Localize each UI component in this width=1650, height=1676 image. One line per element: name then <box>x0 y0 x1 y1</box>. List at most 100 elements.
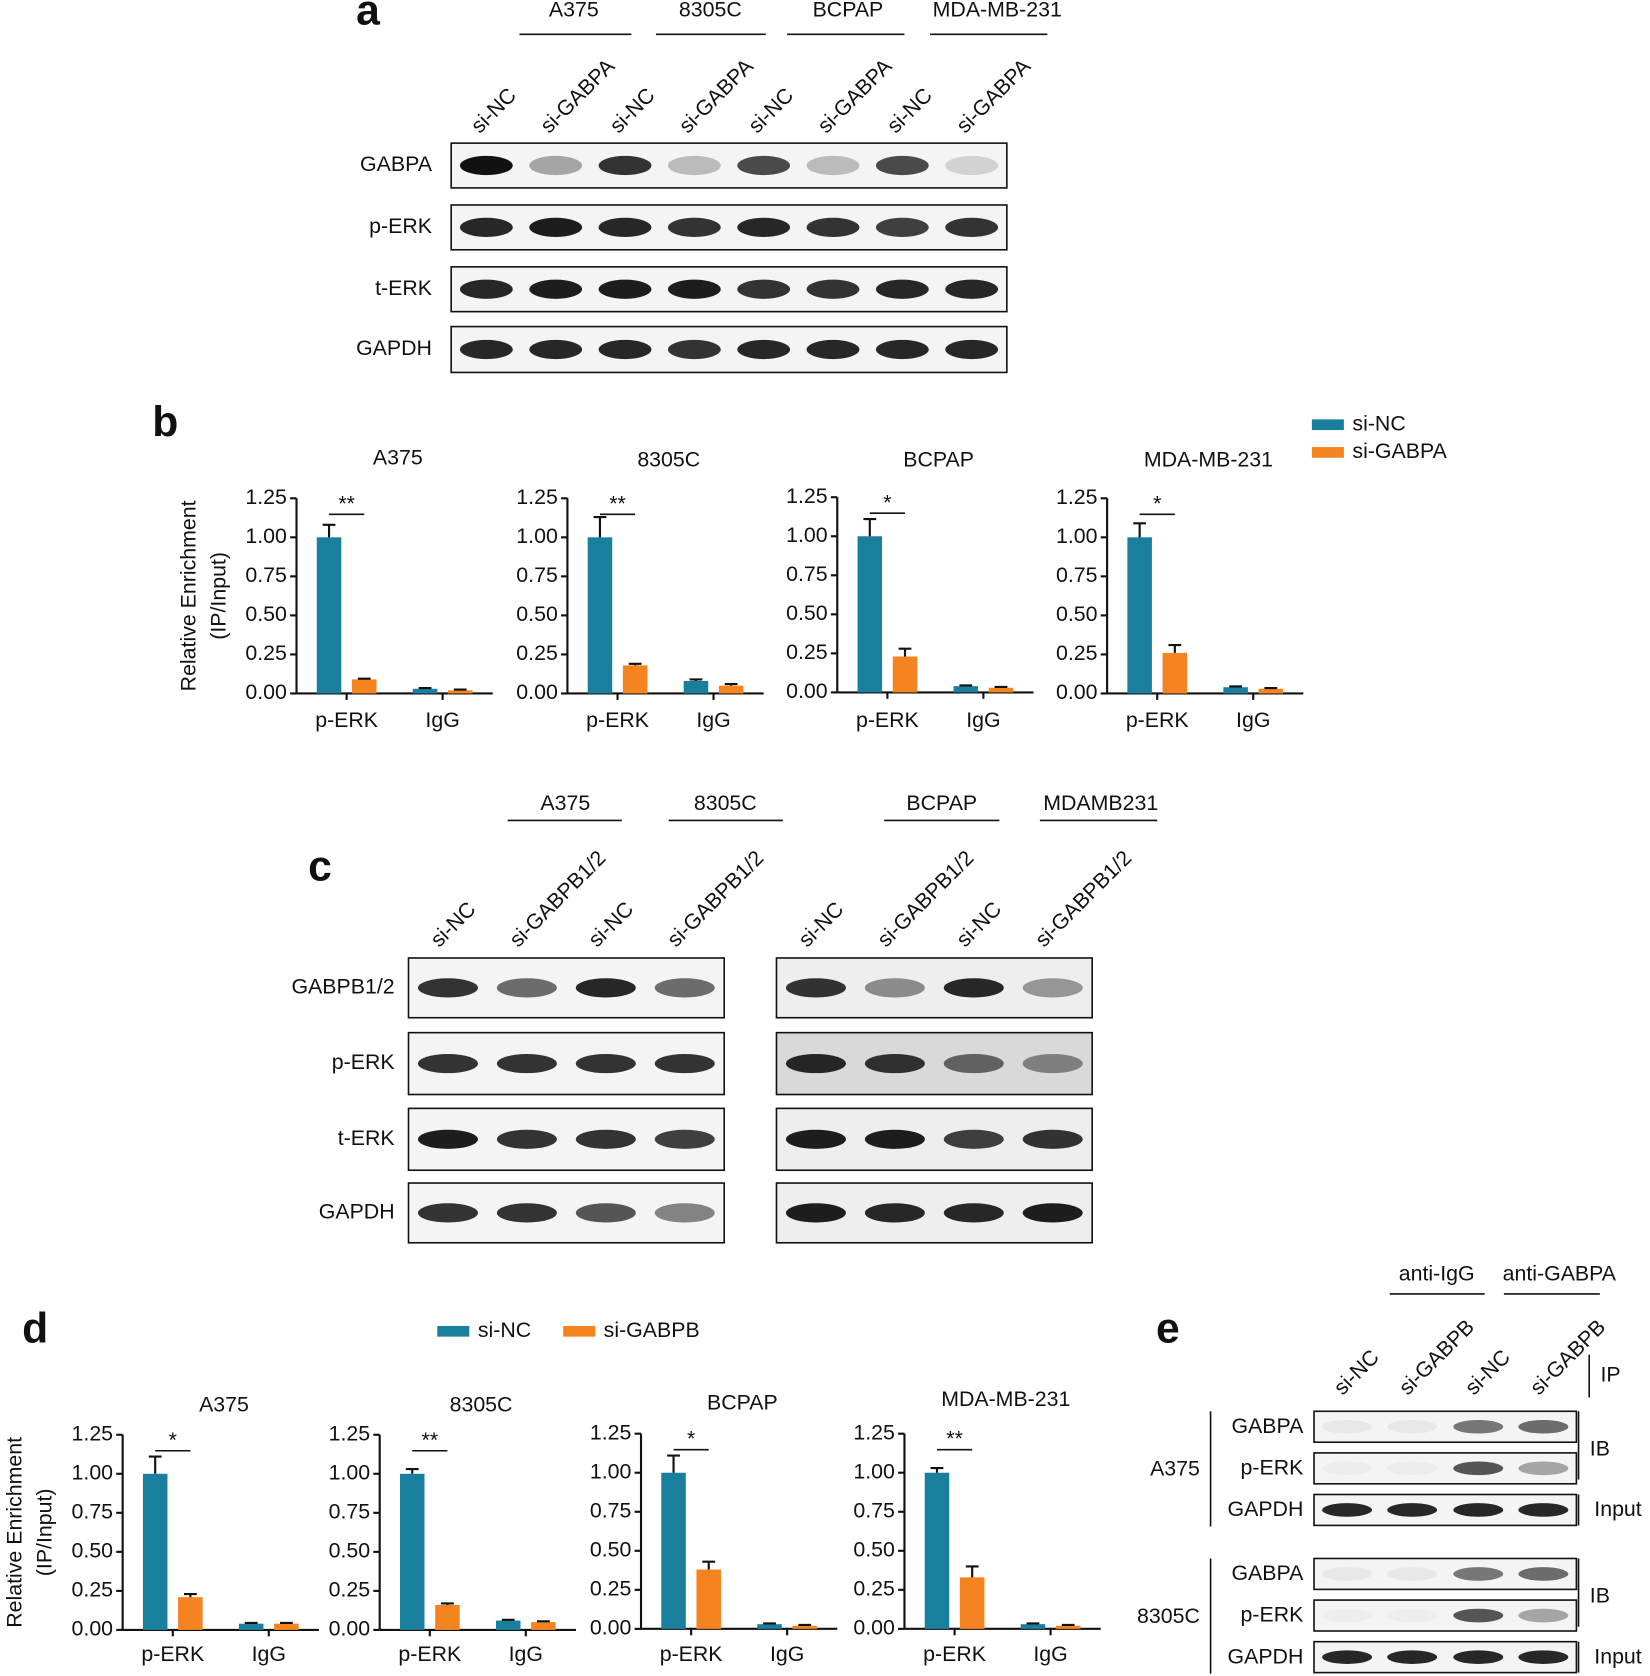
y-tick-label: 0.50 <box>1056 602 1098 626</box>
lane-label: si-NC <box>426 897 481 952</box>
band <box>875 339 929 360</box>
significance-label: * <box>169 1428 177 1452</box>
y-tick-label: 0.25 <box>516 641 558 665</box>
y-tick-label: 1.00 <box>329 1460 371 1484</box>
band <box>1453 1608 1504 1623</box>
y-tick-label: 0.75 <box>590 1498 632 1522</box>
chart-title: BCPAP <box>707 1390 778 1414</box>
lane-label: si-NC <box>794 897 849 952</box>
lane-label: si-NC <box>952 897 1007 952</box>
band <box>1322 1503 1373 1517</box>
y-tick-label: 1.25 <box>72 1421 114 1445</box>
y-axis-label: Relative Enrichment <box>3 1437 27 1628</box>
bar <box>142 1473 168 1630</box>
bar <box>1127 537 1152 694</box>
band <box>864 1203 925 1223</box>
x-tick-label: p-ERK <box>856 708 919 732</box>
band <box>598 339 652 360</box>
y-tick-label: 0.50 <box>786 601 828 625</box>
band <box>667 339 721 360</box>
y-tick-label: 0.25 <box>72 1578 114 1602</box>
bar <box>1055 1625 1081 1629</box>
error-bar <box>1168 644 1182 653</box>
legend-swatch <box>437 1325 470 1337</box>
bar <box>718 685 744 694</box>
error-bar <box>994 685 1008 689</box>
band <box>1518 1608 1569 1623</box>
x-tick-label: IgG <box>425 708 459 732</box>
bar <box>178 1597 203 1630</box>
panel-letter: d <box>22 1305 48 1353</box>
band <box>875 279 929 299</box>
row-label: GABPB1/2 <box>291 974 394 998</box>
y-tick-label: 0.50 <box>72 1539 114 1563</box>
bar <box>1258 688 1284 694</box>
band <box>654 1053 715 1074</box>
band <box>1453 1567 1504 1581</box>
band <box>875 155 929 176</box>
error-bar <box>689 678 703 681</box>
y-tick-label: 0.00 <box>72 1617 114 1641</box>
band <box>654 1203 715 1223</box>
x-tick-label: p-ERK <box>660 1642 723 1666</box>
panel-letter: c <box>308 843 332 891</box>
bar <box>792 1625 818 1629</box>
chart-title: MDA-MB-231 <box>1144 448 1273 472</box>
y-axis-label: Relative Enrichment <box>176 500 200 691</box>
ib-label: IB <box>1590 1436 1610 1460</box>
band <box>1387 1609 1437 1623</box>
lane-label: si-GABPB1/2 <box>662 846 768 952</box>
y-tick-label: 1.00 <box>853 1459 895 1483</box>
x-tick-label: IgG <box>1236 708 1270 732</box>
legend-label: si-GABPB <box>604 1318 700 1342</box>
band <box>1518 1567 1569 1581</box>
band <box>417 1053 478 1074</box>
band <box>417 1129 478 1149</box>
group-label: anti-GABPA <box>1503 1261 1617 1285</box>
legend-swatch <box>1311 419 1344 431</box>
band <box>1387 1503 1438 1517</box>
group-label: BCPAP <box>813 0 884 22</box>
input-label: Input <box>1594 1497 1642 1521</box>
panel-letter: e <box>1156 1305 1180 1353</box>
x-tick-label: IgG <box>1033 1642 1067 1666</box>
band <box>864 978 925 998</box>
error-bar <box>418 686 432 690</box>
y-tick-label: 1.25 <box>1056 485 1098 509</box>
bar <box>238 1623 264 1630</box>
row-label: p-ERK <box>1241 1603 1304 1627</box>
band <box>417 978 478 998</box>
band <box>459 279 513 299</box>
y-tick-label: 1.25 <box>245 485 287 509</box>
y-tick-label: 1.25 <box>329 1421 371 1445</box>
y-tick-label: 0.75 <box>72 1499 114 1523</box>
x-tick-label: p-ERK <box>141 1642 204 1666</box>
lane-label: si-GABPB <box>1525 1315 1610 1400</box>
bar <box>412 688 438 694</box>
x-tick-label: p-ERK <box>398 1642 461 1666</box>
error-bar <box>453 688 467 691</box>
lane-label: si-NC <box>466 83 521 138</box>
row-label: GABPA <box>1231 1414 1304 1438</box>
band <box>667 155 721 176</box>
band <box>496 1129 557 1149</box>
band <box>529 155 583 176</box>
group-label: 8305C <box>694 791 757 815</box>
band <box>575 1053 636 1074</box>
chart-title: A375 <box>373 445 423 469</box>
error-bar <box>930 1466 944 1473</box>
group-label: anti-IgG <box>1399 1261 1475 1285</box>
error-bar <box>1133 522 1147 538</box>
band <box>785 978 846 998</box>
band <box>945 339 999 360</box>
bar <box>495 1620 521 1630</box>
legend-swatch <box>1311 447 1344 458</box>
y-tick-label: 1.25 <box>853 1420 895 1444</box>
error-bar <box>1026 1622 1040 1625</box>
y-tick-label: 0.75 <box>516 563 558 587</box>
y-tick-label: 1.00 <box>590 1459 632 1483</box>
error-bar <box>965 1565 979 1578</box>
band <box>1518 1461 1569 1476</box>
x-tick-label: IgG <box>509 1642 543 1666</box>
band <box>945 217 999 237</box>
